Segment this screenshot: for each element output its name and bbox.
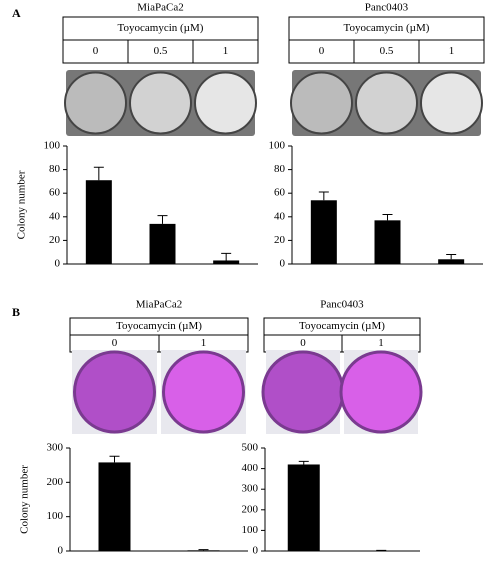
dose-label: 0: [112, 337, 118, 349]
chart-title: MiaPaCa2: [137, 2, 183, 14]
table-header: Toyocamycin (µM): [118, 22, 204, 34]
y-tick-label: 80: [49, 163, 61, 175]
y-tick-label: 0: [253, 545, 259, 557]
bar: [438, 259, 465, 264]
y-tick-label: 300: [47, 442, 64, 454]
y-tick-label: 80: [274, 163, 286, 175]
y-tick-label: 500: [242, 442, 259, 454]
bar: [374, 220, 401, 264]
well-photo: [290, 71, 353, 135]
error-bar: [198, 549, 209, 551]
y-tick-label: 300: [242, 483, 259, 495]
well-photo: [129, 71, 192, 135]
well-photo: [194, 71, 257, 135]
y-tick-label: 100: [47, 510, 64, 522]
bar: [310, 200, 337, 264]
bar: [85, 180, 112, 264]
y-tick-label: 0: [280, 258, 286, 270]
bar: [287, 464, 320, 551]
dose-label: 1: [449, 45, 455, 57]
error-bar: [446, 254, 457, 260]
panel-label: B: [12, 305, 20, 319]
error-bar: [221, 252, 232, 261]
dose-label: 0.5: [154, 45, 168, 57]
error-bar: [318, 191, 329, 201]
well-photo: [73, 350, 156, 434]
well-photo: [420, 71, 483, 135]
well-photo: [64, 71, 127, 135]
y-tick-label: 0: [55, 258, 61, 270]
chart-title: Panc0403: [365, 2, 409, 14]
bar: [149, 223, 176, 264]
error-bar: [298, 460, 309, 465]
table-header: Toyocamycin (µM): [116, 320, 202, 332]
table-header: Toyocamycin (µM): [299, 320, 385, 332]
well-photo: [162, 350, 245, 434]
y-tick-label: 20: [274, 234, 286, 246]
error-bar: [109, 455, 120, 463]
well-photo: [261, 350, 345, 434]
y-axis-label: Colony number: [19, 465, 31, 534]
panel-label: A: [12, 6, 21, 20]
chart-title: MiaPaCa2: [136, 299, 182, 311]
y-tick-label: 200: [242, 503, 259, 515]
error-bar: [93, 166, 104, 181]
y-axis-label: Colony number: [16, 170, 28, 239]
y-tick-label: 100: [269, 140, 286, 152]
y-tick-label: 200: [47, 476, 64, 488]
chart-title: Panc0403: [320, 299, 364, 311]
dose-label: 1: [201, 337, 207, 349]
y-tick-label: 400: [242, 462, 259, 474]
y-tick-label: 40: [274, 210, 286, 222]
y-tick-label: 60: [274, 187, 286, 199]
dose-label: 0: [93, 45, 99, 57]
well-photo: [339, 350, 423, 434]
bar: [187, 550, 220, 551]
bar: [213, 260, 240, 264]
error-bar: [382, 213, 393, 221]
dose-label: 0.5: [380, 45, 394, 57]
dose-label: 1: [378, 337, 384, 349]
error-bar: [157, 215, 168, 224]
y-tick-label: 20: [49, 234, 61, 246]
bar: [98, 462, 131, 551]
dose-label: 0: [319, 45, 325, 57]
dose-label: 1: [223, 45, 229, 57]
y-tick-label: 60: [49, 187, 61, 199]
y-tick-label: 0: [58, 545, 64, 557]
well-photo: [355, 71, 418, 135]
table-header: Toyocamycin (µM): [344, 22, 430, 34]
y-tick-label: 40: [49, 210, 61, 222]
dose-label: 0: [300, 337, 306, 349]
y-tick-label: 100: [44, 140, 61, 152]
y-tick-label: 100: [242, 524, 259, 536]
